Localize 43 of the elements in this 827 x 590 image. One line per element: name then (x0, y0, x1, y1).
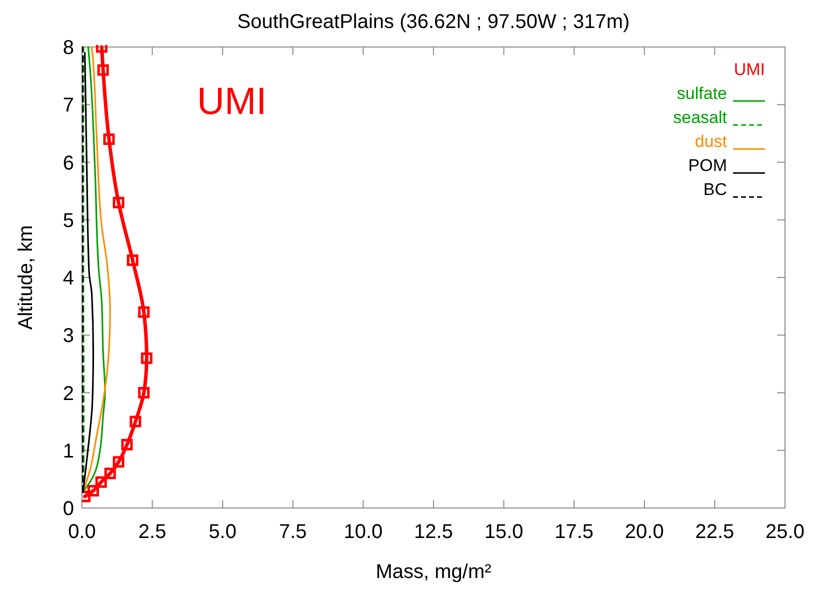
x-tick-label: 20.0 (624, 521, 664, 543)
x-tick-label: 0.0 (68, 521, 96, 543)
point (126, 254, 138, 266)
x-axis-title: Mass, mg/m² (376, 561, 492, 583)
x-tick-label: 25.0 (766, 521, 804, 543)
y-tick-label: 1 (62, 440, 74, 462)
text: UMI (734, 60, 765, 79)
x-tick-label: 5.0 (208, 521, 237, 543)
point (112, 456, 124, 468)
point (138, 387, 150, 398)
y-tick-label: 8 (62, 37, 74, 59)
legend-label: POM (688, 156, 727, 175)
legend-label: dust (694, 132, 728, 151)
point (121, 438, 133, 450)
legend-label: seasalt (673, 108, 728, 127)
y-tick-label: 2 (62, 382, 74, 405)
point (88, 484, 99, 496)
point (97, 64, 109, 76)
chart-title: SouthGreatPlains (36.62N ; 97.50W ; 317m) (237, 11, 630, 33)
point (104, 468, 116, 480)
y-tick-label: 0 (62, 498, 74, 520)
y-tick-label: 3 (62, 325, 74, 348)
legend-label: BC (703, 180, 727, 199)
y-tick-label: 7 (62, 94, 74, 117)
x-tick-label: 15.0 (484, 521, 524, 543)
x-tick-label: 7.5 (278, 521, 307, 543)
point (112, 196, 124, 208)
x-tick-label: 12.5 (414, 521, 453, 543)
point (95, 476, 107, 488)
x-tick-label: 2.5 (138, 521, 166, 543)
legend-label: sulfate (676, 84, 727, 103)
point (103, 133, 115, 145)
x-tick-label: 22.5 (695, 521, 734, 543)
y-tick-label: 4 (62, 268, 74, 290)
point (138, 306, 150, 318)
y-axis-title: Altitude, km (15, 225, 37, 330)
x-tick-label: 10.0 (344, 521, 383, 543)
y-tick-label: 5 (62, 210, 74, 232)
point (140, 352, 152, 364)
x-tick-label: 17.5 (554, 521, 594, 543)
point (130, 416, 142, 428)
annotation: UMI (197, 81, 267, 123)
y-tick-label: 6 (62, 152, 74, 174)
